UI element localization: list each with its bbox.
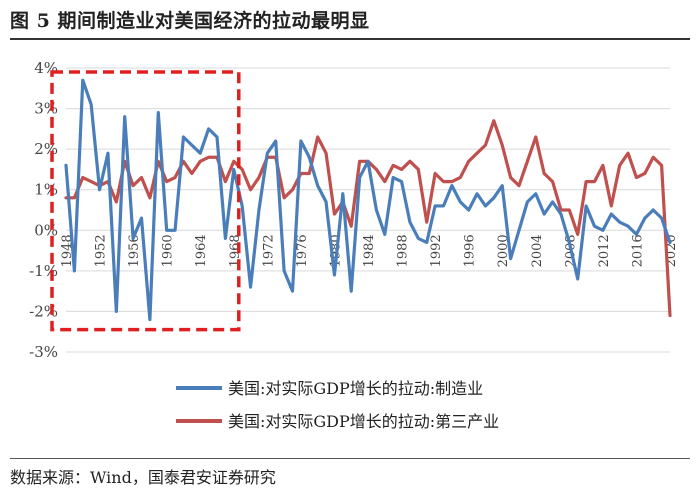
- series-lines: [64, 78, 672, 322]
- x-tick-label: 2012: [597, 234, 612, 267]
- x-tick-label: 1996: [463, 234, 478, 267]
- source-note: 数据来源：Wind，国泰君安证券研究: [10, 468, 276, 487]
- x-tick-label: 1972: [261, 234, 276, 267]
- x-tick-label: 1992: [429, 234, 444, 267]
- source-rule: [10, 458, 690, 459]
- x-tick-label: 1960: [161, 234, 176, 267]
- series-line-manufacturing: [64, 78, 672, 322]
- y-tick-label: 4%: [34, 59, 58, 77]
- y-tick-label: 3%: [34, 100, 58, 118]
- x-tick-label: 1976: [295, 234, 310, 267]
- x-tick-label: 1952: [94, 234, 109, 267]
- x-tick-label: 2016: [630, 234, 645, 267]
- x-tick-label: 1988: [396, 234, 411, 267]
- title-rule: [10, 38, 690, 40]
- x-tick-label: 1956: [127, 234, 142, 267]
- legend-entry-tertiary-label: 美国:对实际GDP增长的拉动:第三产业: [228, 412, 499, 431]
- highlight-box-group: [50, 70, 241, 332]
- chart-title: 图 5 期间制造业对美国经济的拉动最明显: [10, 10, 370, 32]
- x-tick-label: 1984: [362, 234, 377, 267]
- y-tick-label: 2%: [34, 140, 58, 158]
- y-tick-label: -3%: [29, 343, 58, 361]
- y-tick-label: 0%: [34, 221, 58, 239]
- x-tick-label: 2004: [530, 234, 545, 267]
- x-tick-label: 1964: [194, 234, 209, 267]
- y-tick-label: 1%: [34, 181, 58, 199]
- legend-entry-manufacturing-label: 美国:对实际GDP增长的拉动:制造业: [228, 379, 483, 398]
- highlight-box: [50, 70, 241, 332]
- gridlines: [66, 67, 670, 353]
